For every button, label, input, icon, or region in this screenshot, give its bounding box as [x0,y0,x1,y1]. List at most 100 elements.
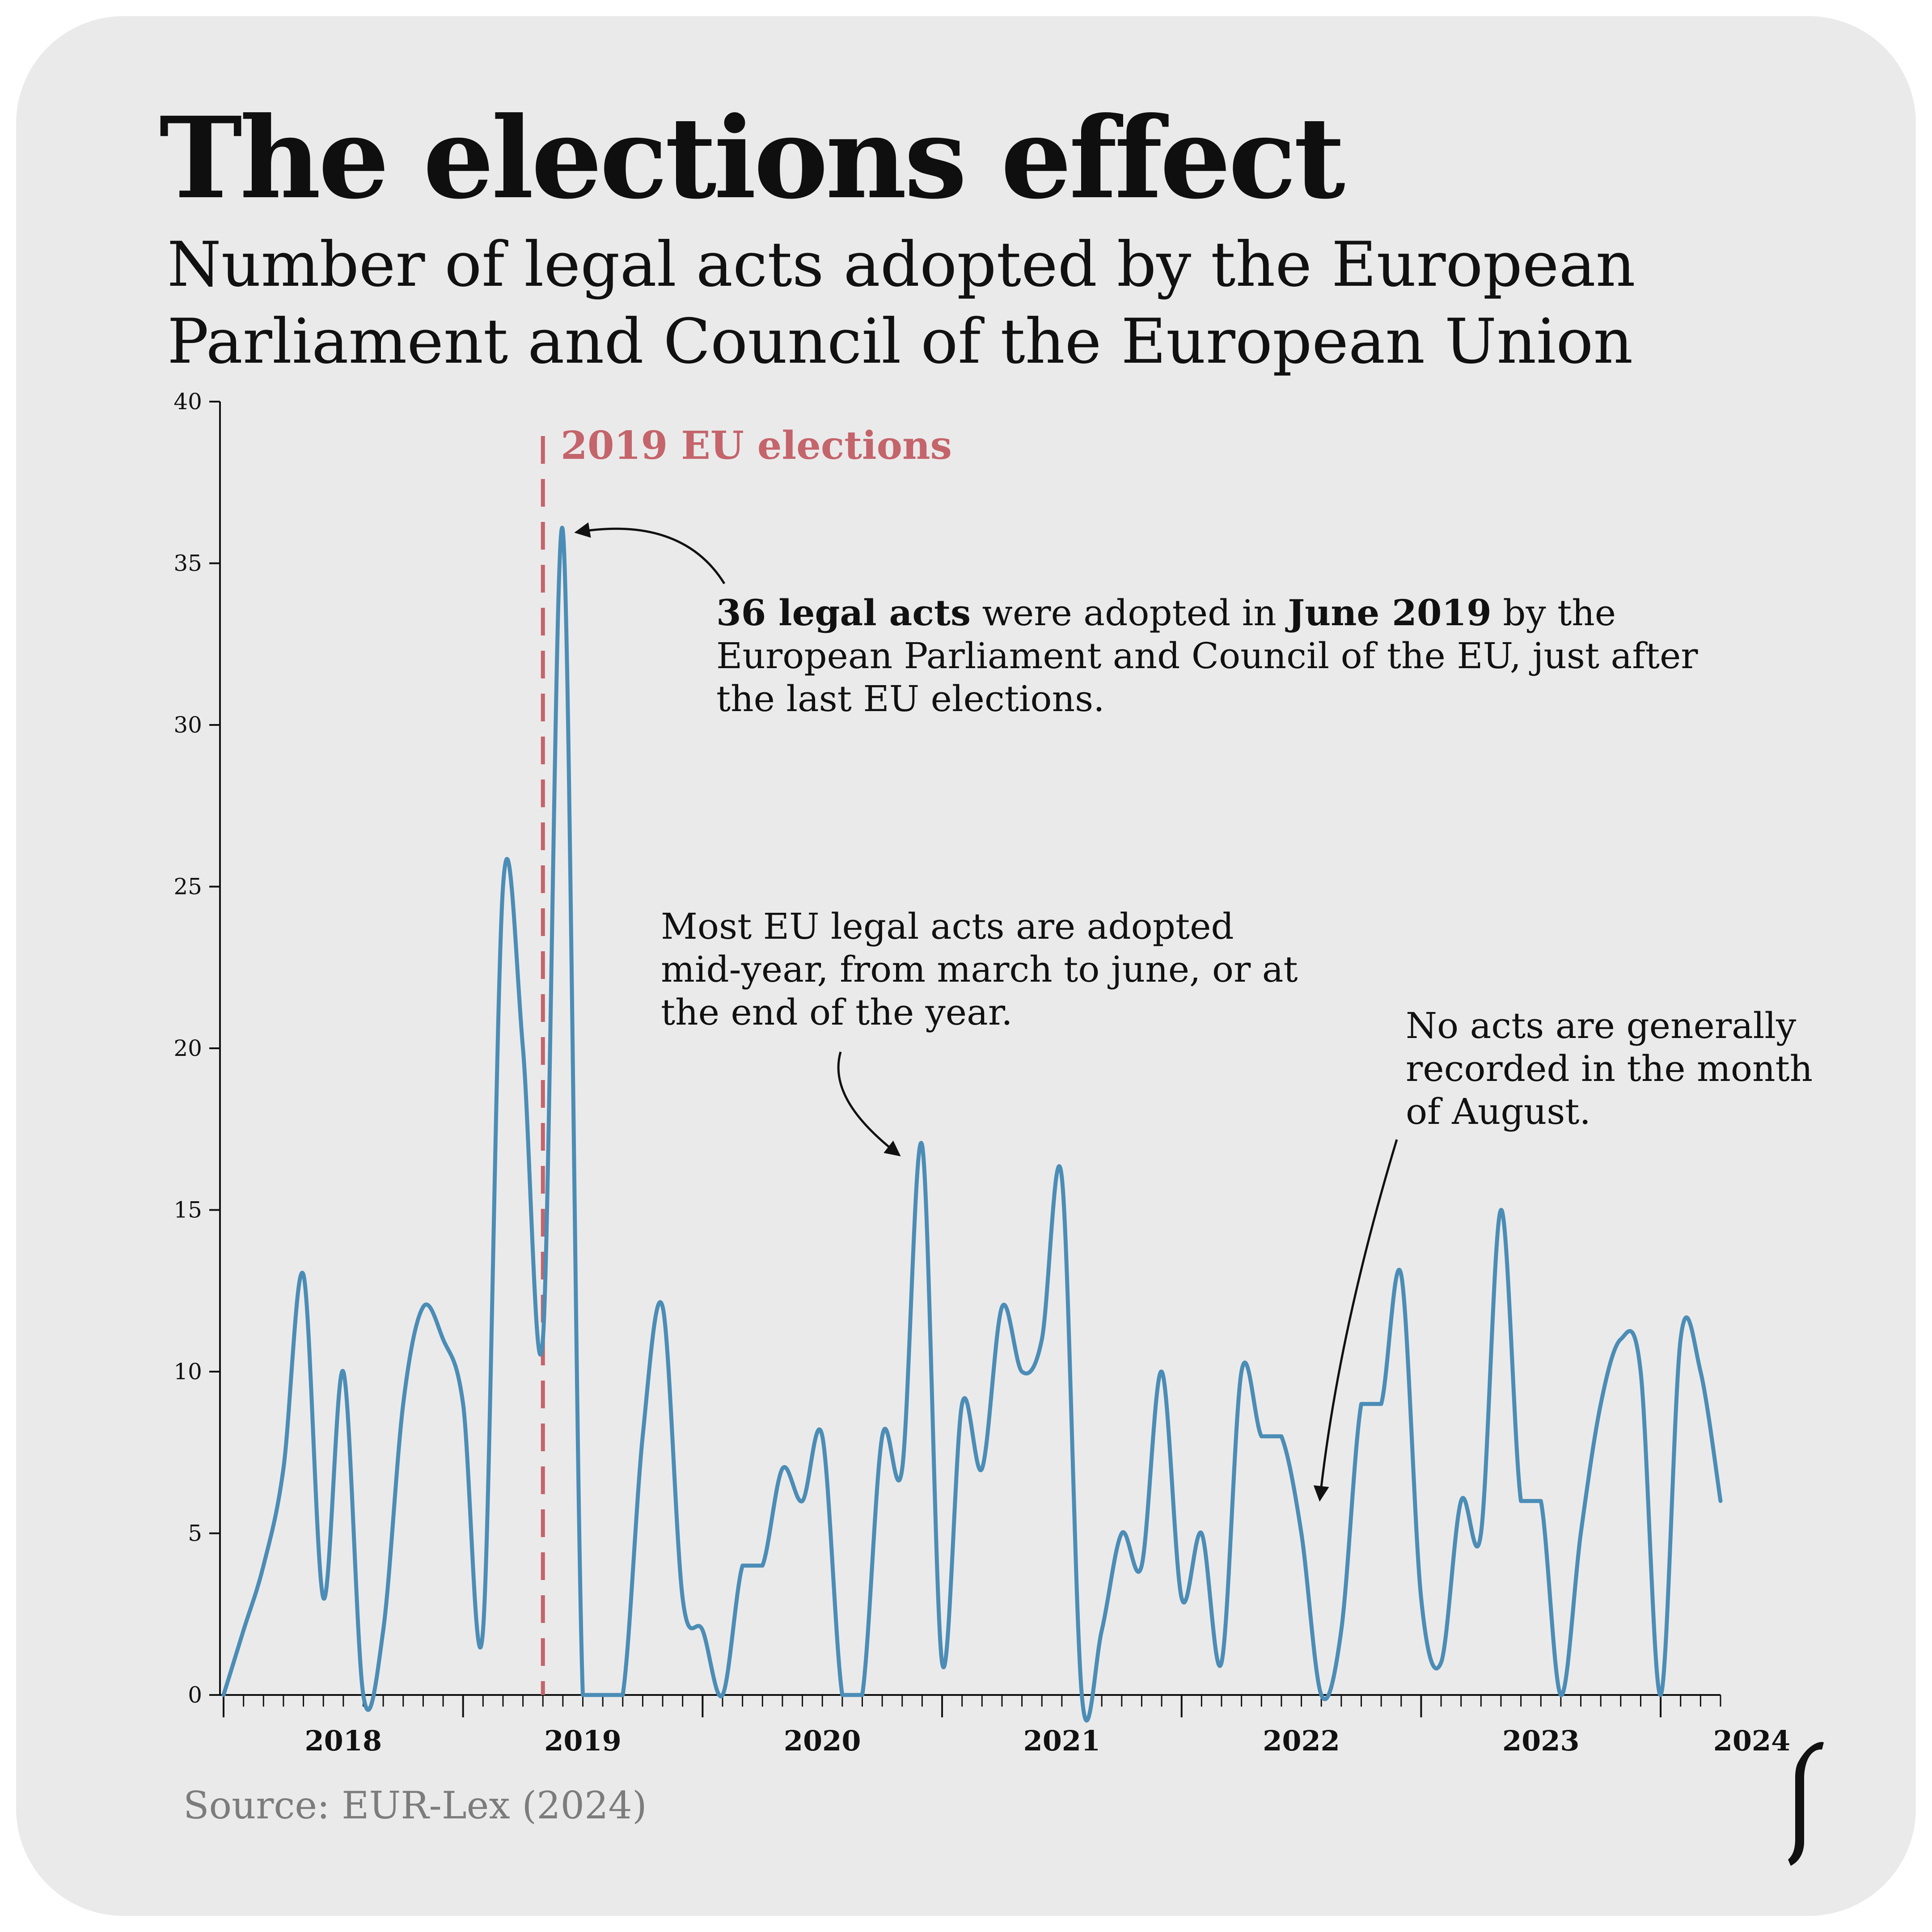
data-point [1319,1692,1324,1698]
data-point [440,1337,446,1342]
data-point [1538,1498,1543,1504]
data-point [1518,1498,1524,1504]
data-point [580,1692,586,1698]
data-point [1159,1369,1164,1374]
data-point [999,1304,1005,1309]
data-point [1478,1531,1484,1536]
data-point [740,1563,745,1568]
y-tick-label: 5 [188,1521,202,1546]
data-point [1279,1434,1284,1439]
data-point [1179,1595,1184,1601]
y-tick-label: 35 [173,551,202,576]
data-point [1079,1692,1085,1698]
data-point [420,1304,426,1309]
data-point [1658,1692,1663,1698]
data-point [480,1627,486,1633]
data-point [780,1466,785,1471]
data-point [859,1692,865,1698]
source-note: Source: EUR-Lex (2024) [183,1784,647,1827]
series-line [221,525,1723,1723]
midyear-arrow [837,1051,901,1157]
chart-axes: 0 5 10 15 20 25 30 35 40 2018 2019 2020 2021 2022 2023… [173,389,1790,1757]
peak-annotation: 36 legal acts were adopted in June 2019 … [716,591,1767,720]
data-point [919,1143,925,1148]
data-point [720,1692,725,1698]
data-point [820,1434,825,1439]
data-point [1119,1531,1125,1536]
data-point [1299,1531,1304,1536]
data-point [1239,1369,1244,1374]
data-point [1638,1369,1643,1374]
data-point [341,1369,346,1374]
data-point [1438,1660,1444,1665]
election-marker-label: 2019 EU elections [561,423,952,468]
data-point [1678,1337,1683,1342]
data-point [1219,1660,1224,1665]
publisher-logo-icon [1788,1742,1824,1866]
series-line-group [221,525,1723,1723]
x-year-label: 2023 [1502,1724,1580,1757]
data-point [461,1401,466,1407]
y-tick-label: 0 [188,1682,202,1708]
data-point [700,1627,705,1633]
data-point [1399,1272,1404,1277]
data-point [261,1563,266,1568]
data-point [401,1401,406,1407]
data-point [500,884,506,890]
peak-annotation-date: June 2019 [1288,592,1492,634]
annotation-arrows [574,522,1398,1502]
chart-title: The elections effect [159,92,1345,224]
midyear-annotation: Most EU legal acts are adopted mid-year,… [661,906,1298,1033]
data-point [1039,1337,1044,1342]
data-point [680,1595,685,1601]
data-point [221,1692,226,1698]
data-point [1558,1692,1564,1698]
data-point [241,1627,246,1633]
data-point [560,528,566,534]
data-point [1418,1595,1424,1601]
data-point [660,1304,665,1309]
data-point [540,1337,545,1342]
data-point [1099,1627,1104,1633]
y-tick-label: 30 [173,712,202,738]
peak-annotation-text-1: were adopted in [971,592,1288,634]
data-point [1718,1498,1723,1504]
y-tick-label: 25 [173,874,202,900]
data-point [281,1466,286,1471]
data-point [1578,1531,1584,1536]
data-point [1139,1563,1144,1568]
chart-subtitle: Number of legal acts adopted by the Euro… [167,229,1636,377]
data-point [301,1272,306,1277]
data-point [1618,1337,1623,1342]
data-point [1698,1369,1703,1374]
data-point [1059,1175,1065,1180]
data-point [620,1692,626,1698]
peak-arrow [574,522,726,585]
data-point [1378,1401,1384,1407]
data-point [321,1595,326,1601]
y-tick-label: 20 [173,1035,202,1061]
data-point [520,1046,526,1051]
data-point [1259,1434,1264,1439]
data-point [760,1563,765,1568]
x-year-label: 2020 [784,1724,861,1757]
data-point [800,1498,805,1504]
data-point [879,1434,885,1439]
data-point [840,1692,845,1698]
chart-card: The elections effect Number of legal act… [16,16,1916,1916]
y-tick-label: 15 [173,1197,202,1223]
data-point [380,1627,386,1633]
data-point [360,1692,366,1698]
data-point [1459,1498,1464,1504]
data-point [1358,1401,1364,1407]
x-year-label: 2018 [305,1724,382,1757]
x-year-label: 2019 [544,1724,621,1757]
x-year-label: 2021 [1023,1724,1101,1757]
data-point [1498,1208,1504,1213]
x-year-label: 2022 [1263,1724,1340,1757]
x-year-label: 2024 [1713,1724,1791,1757]
data-point [1339,1627,1344,1633]
data-point [960,1401,965,1407]
data-point [600,1692,605,1698]
